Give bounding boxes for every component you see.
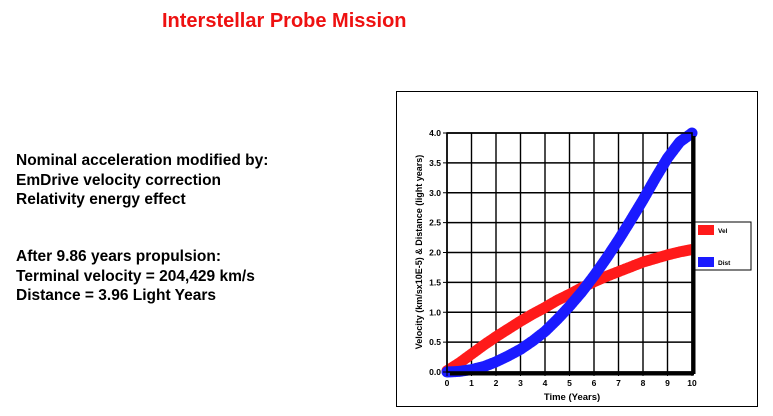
propulsion-results: After 9.86 years propulsion: Terminal ve…: [16, 247, 255, 306]
legend: Vel Dist: [694, 221, 752, 271]
legend-swatch-vel: [698, 225, 714, 235]
y-tick-label: 2.0: [429, 248, 441, 258]
y-tick-label: 3.5: [429, 158, 441, 168]
x-tick-label: 0: [445, 378, 450, 388]
chart-plot: 0.00.51.01.52.02.53.03.54.00 1 2 3 4 5 6 7 8 9 10 …: [414, 127, 752, 403]
note-line: Nominal acceleration modified by:: [16, 152, 269, 169]
y-tick-label: 1.0: [429, 307, 441, 317]
x-tick-label: 2: [494, 378, 499, 388]
y-tick-label: 1.5: [429, 277, 441, 287]
y-tick-label: 0.5: [429, 337, 441, 347]
x-tick-label: 6: [592, 378, 597, 388]
chart-frame: 0.0 0.5 1.0 1.5 2.0 2.5 3.0 3.5 4.0 0 1 2 3 4 5 6 7 8 9 10 …: [396, 91, 758, 407]
x-tick-label: 1: [469, 378, 474, 388]
legend-swatch-dist: [698, 257, 714, 267]
y-axis-label: Velocity (km/sx10E-5) & Distance (light …: [414, 155, 424, 350]
page-title: Interstellar Probe Mission: [162, 10, 407, 32]
series-line-vel: [441, 244, 698, 377]
legend-label-vel: Vel: [718, 228, 728, 235]
y-tick-label: 2.5: [429, 218, 441, 228]
result-line: Distance = 3.96 Light Years: [16, 287, 217, 304]
series-line-dist: [441, 127, 698, 378]
x-tick-label: 3: [518, 378, 523, 388]
x-axis-label: Time (Years): [544, 392, 600, 403]
x-tick-label: 10: [687, 378, 697, 388]
y-tick-label: 4.0: [429, 128, 441, 138]
result-line: Terminal velocity = 204,429 km/s: [16, 267, 255, 285]
x-tick-label: 5: [567, 378, 572, 388]
note-line: EmDrive velocity correction: [16, 171, 222, 189]
y-tick-label: 0.0: [429, 367, 441, 377]
y-tick-label: 3.0: [429, 188, 441, 198]
x-tick-label: 7: [616, 378, 621, 388]
acceleration-notes: Nominal acceleration modified by: EmDriv…: [16, 151, 268, 210]
x-tick-label: 9: [665, 378, 670, 388]
x-tick-label: 4: [543, 378, 548, 388]
x-tick-label: 8: [641, 378, 646, 388]
result-line: After 9.86 years propulsion:: [16, 248, 222, 265]
legend-label-dist: Dist: [718, 260, 731, 267]
note-line: Relativity energy effect: [16, 191, 186, 208]
